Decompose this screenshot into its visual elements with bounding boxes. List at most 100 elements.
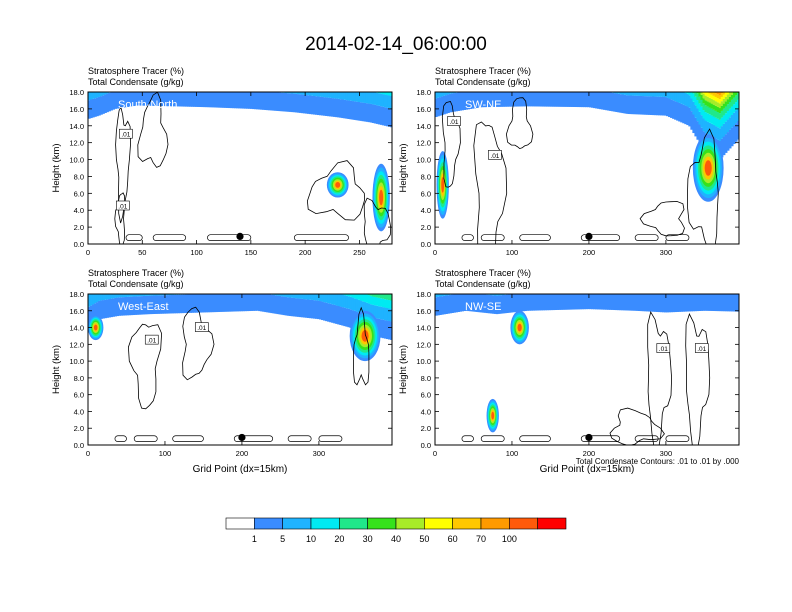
tracer-plume — [88, 314, 104, 341]
tracer-plume — [486, 398, 499, 433]
ytick-label: 10.0 — [69, 357, 84, 366]
ytick-label: 0.0 — [74, 240, 84, 249]
panel-header-tracer: Stratosphere Tracer (%) — [88, 268, 184, 278]
colorbar-swatch — [282, 517, 312, 530]
svg-text:.01: .01 — [449, 119, 458, 126]
contour-line — [363, 197, 392, 244]
ytick-label: 6.0 — [74, 391, 84, 400]
ytick-label: 14.0 — [69, 324, 84, 333]
x-axis-label: Grid Point (dx=15km) — [193, 464, 288, 475]
ytick-label: 12.0 — [69, 340, 84, 349]
contour-label: .01 — [656, 343, 671, 353]
contour-line — [609, 407, 665, 445]
xtick-label: 250 — [353, 248, 366, 257]
contour-line — [127, 323, 163, 410]
condensate-contours — [441, 97, 719, 244]
ytick-label: 2.0 — [421, 424, 431, 433]
condensate-contours — [461, 311, 711, 445]
tracer-plume — [692, 134, 724, 202]
footnote: Total Condensate Contours: .01 to .01 by… — [576, 457, 740, 466]
ytick-label: 2.0 — [421, 223, 431, 232]
ytick-label: 14.0 — [69, 122, 84, 131]
ytick-label: 10.0 — [416, 156, 431, 165]
colorbar-label: 1 — [252, 534, 257, 544]
contour-line — [182, 306, 215, 381]
contour-line — [639, 201, 685, 237]
contour-line — [480, 435, 505, 442]
contour-line — [687, 128, 719, 244]
xtick-label: 300 — [313, 449, 326, 458]
contour-line — [473, 121, 508, 244]
ytick-label: 16.0 — [69, 307, 84, 316]
colorbar-label: 30 — [363, 534, 373, 544]
ytick-label: 14.0 — [416, 324, 431, 333]
xtick-label: 0 — [433, 248, 437, 257]
colorbar-swatch — [254, 517, 283, 530]
ytick-label: 16.0 — [69, 105, 84, 114]
colorbar: 1 5 10 20 30 40 50 60 70 100 — [225, 517, 567, 544]
colorbar-swatch — [225, 517, 255, 530]
colorbar-label: 100 — [502, 534, 517, 544]
colorbar-label: 60 — [448, 534, 458, 544]
location-marker — [585, 433, 593, 442]
colorbar-label: 5 — [280, 534, 285, 544]
plot-frame — [87, 293, 393, 446]
svg-text:.01: .01 — [697, 346, 706, 353]
svg-text:.01: .01 — [118, 204, 127, 211]
xtick-label: 300 — [660, 248, 673, 257]
shaded-field: .01 .01 — [435, 92, 739, 244]
panel-header-condensate: Total Condensate (g/kg) — [435, 279, 531, 289]
ytick-label: 14.0 — [416, 122, 431, 131]
contour-line — [172, 435, 204, 442]
ytick-label: 0.0 — [74, 441, 84, 450]
svg-text:.01: .01 — [197, 325, 206, 332]
contour-label: .01 — [144, 334, 159, 345]
panel-south-north: .01 .01 South-North Stratosphere Tracer (%)… — [51, 66, 393, 257]
ytick-label: 6.0 — [74, 189, 84, 198]
contour-line — [318, 435, 343, 442]
panel-label: South-North — [118, 99, 177, 111]
svg-text:.01: .01 — [147, 338, 156, 345]
condensate-contours — [114, 92, 392, 244]
xtick-label: 200 — [236, 449, 249, 458]
contour-line — [519, 435, 551, 442]
tracer-plume — [436, 151, 449, 219]
contour-line — [293, 234, 349, 241]
panel-header-condensate: Total Condensate (g/kg) — [435, 77, 531, 87]
tracer-plume — [372, 163, 390, 232]
panel-header-condensate: Total Condensate (g/kg) — [88, 279, 184, 289]
ytick-label: 18.0 — [69, 88, 84, 97]
ytick-label: 8.0 — [421, 374, 431, 383]
location-marker — [238, 433, 246, 442]
colorbar-swatch — [310, 517, 340, 530]
ytick-label: 6.0 — [421, 391, 431, 400]
colorbar-swatch — [395, 517, 425, 530]
contour-line — [480, 234, 505, 241]
shaded-field: .01 .01 — [88, 92, 392, 244]
colorbar-label: 50 — [419, 534, 429, 544]
contour-line — [580, 234, 621, 241]
ytick-label: 18.0 — [416, 290, 431, 299]
tracer-plume — [510, 310, 529, 345]
contour-line — [152, 234, 187, 241]
xtick-label: 50 — [138, 248, 146, 257]
condensate-contours — [114, 306, 370, 442]
contour-label: .01 — [194, 322, 209, 332]
colorbar-label: 70 — [476, 534, 486, 544]
xtick-label: 100 — [190, 248, 203, 257]
ytick-label: 12.0 — [416, 340, 431, 349]
contour-line — [441, 101, 461, 188]
contour-line — [580, 435, 621, 442]
contour-line — [115, 106, 132, 224]
xtick-label: 100 — [159, 449, 172, 458]
panel-header-tracer: Stratosphere Tracer (%) — [435, 268, 531, 278]
colorbar-swatch — [537, 517, 567, 530]
ytick-label: 18.0 — [69, 290, 84, 299]
ytick-label: 4.0 — [74, 407, 84, 416]
ytick-label: 0.0 — [421, 240, 431, 249]
plot-frame — [434, 293, 740, 446]
shaded-field: .01 .01 — [435, 294, 739, 445]
xtick-label: 200 — [299, 248, 312, 257]
colorbar-label: 10 — [306, 534, 316, 544]
contour-line — [634, 435, 659, 442]
